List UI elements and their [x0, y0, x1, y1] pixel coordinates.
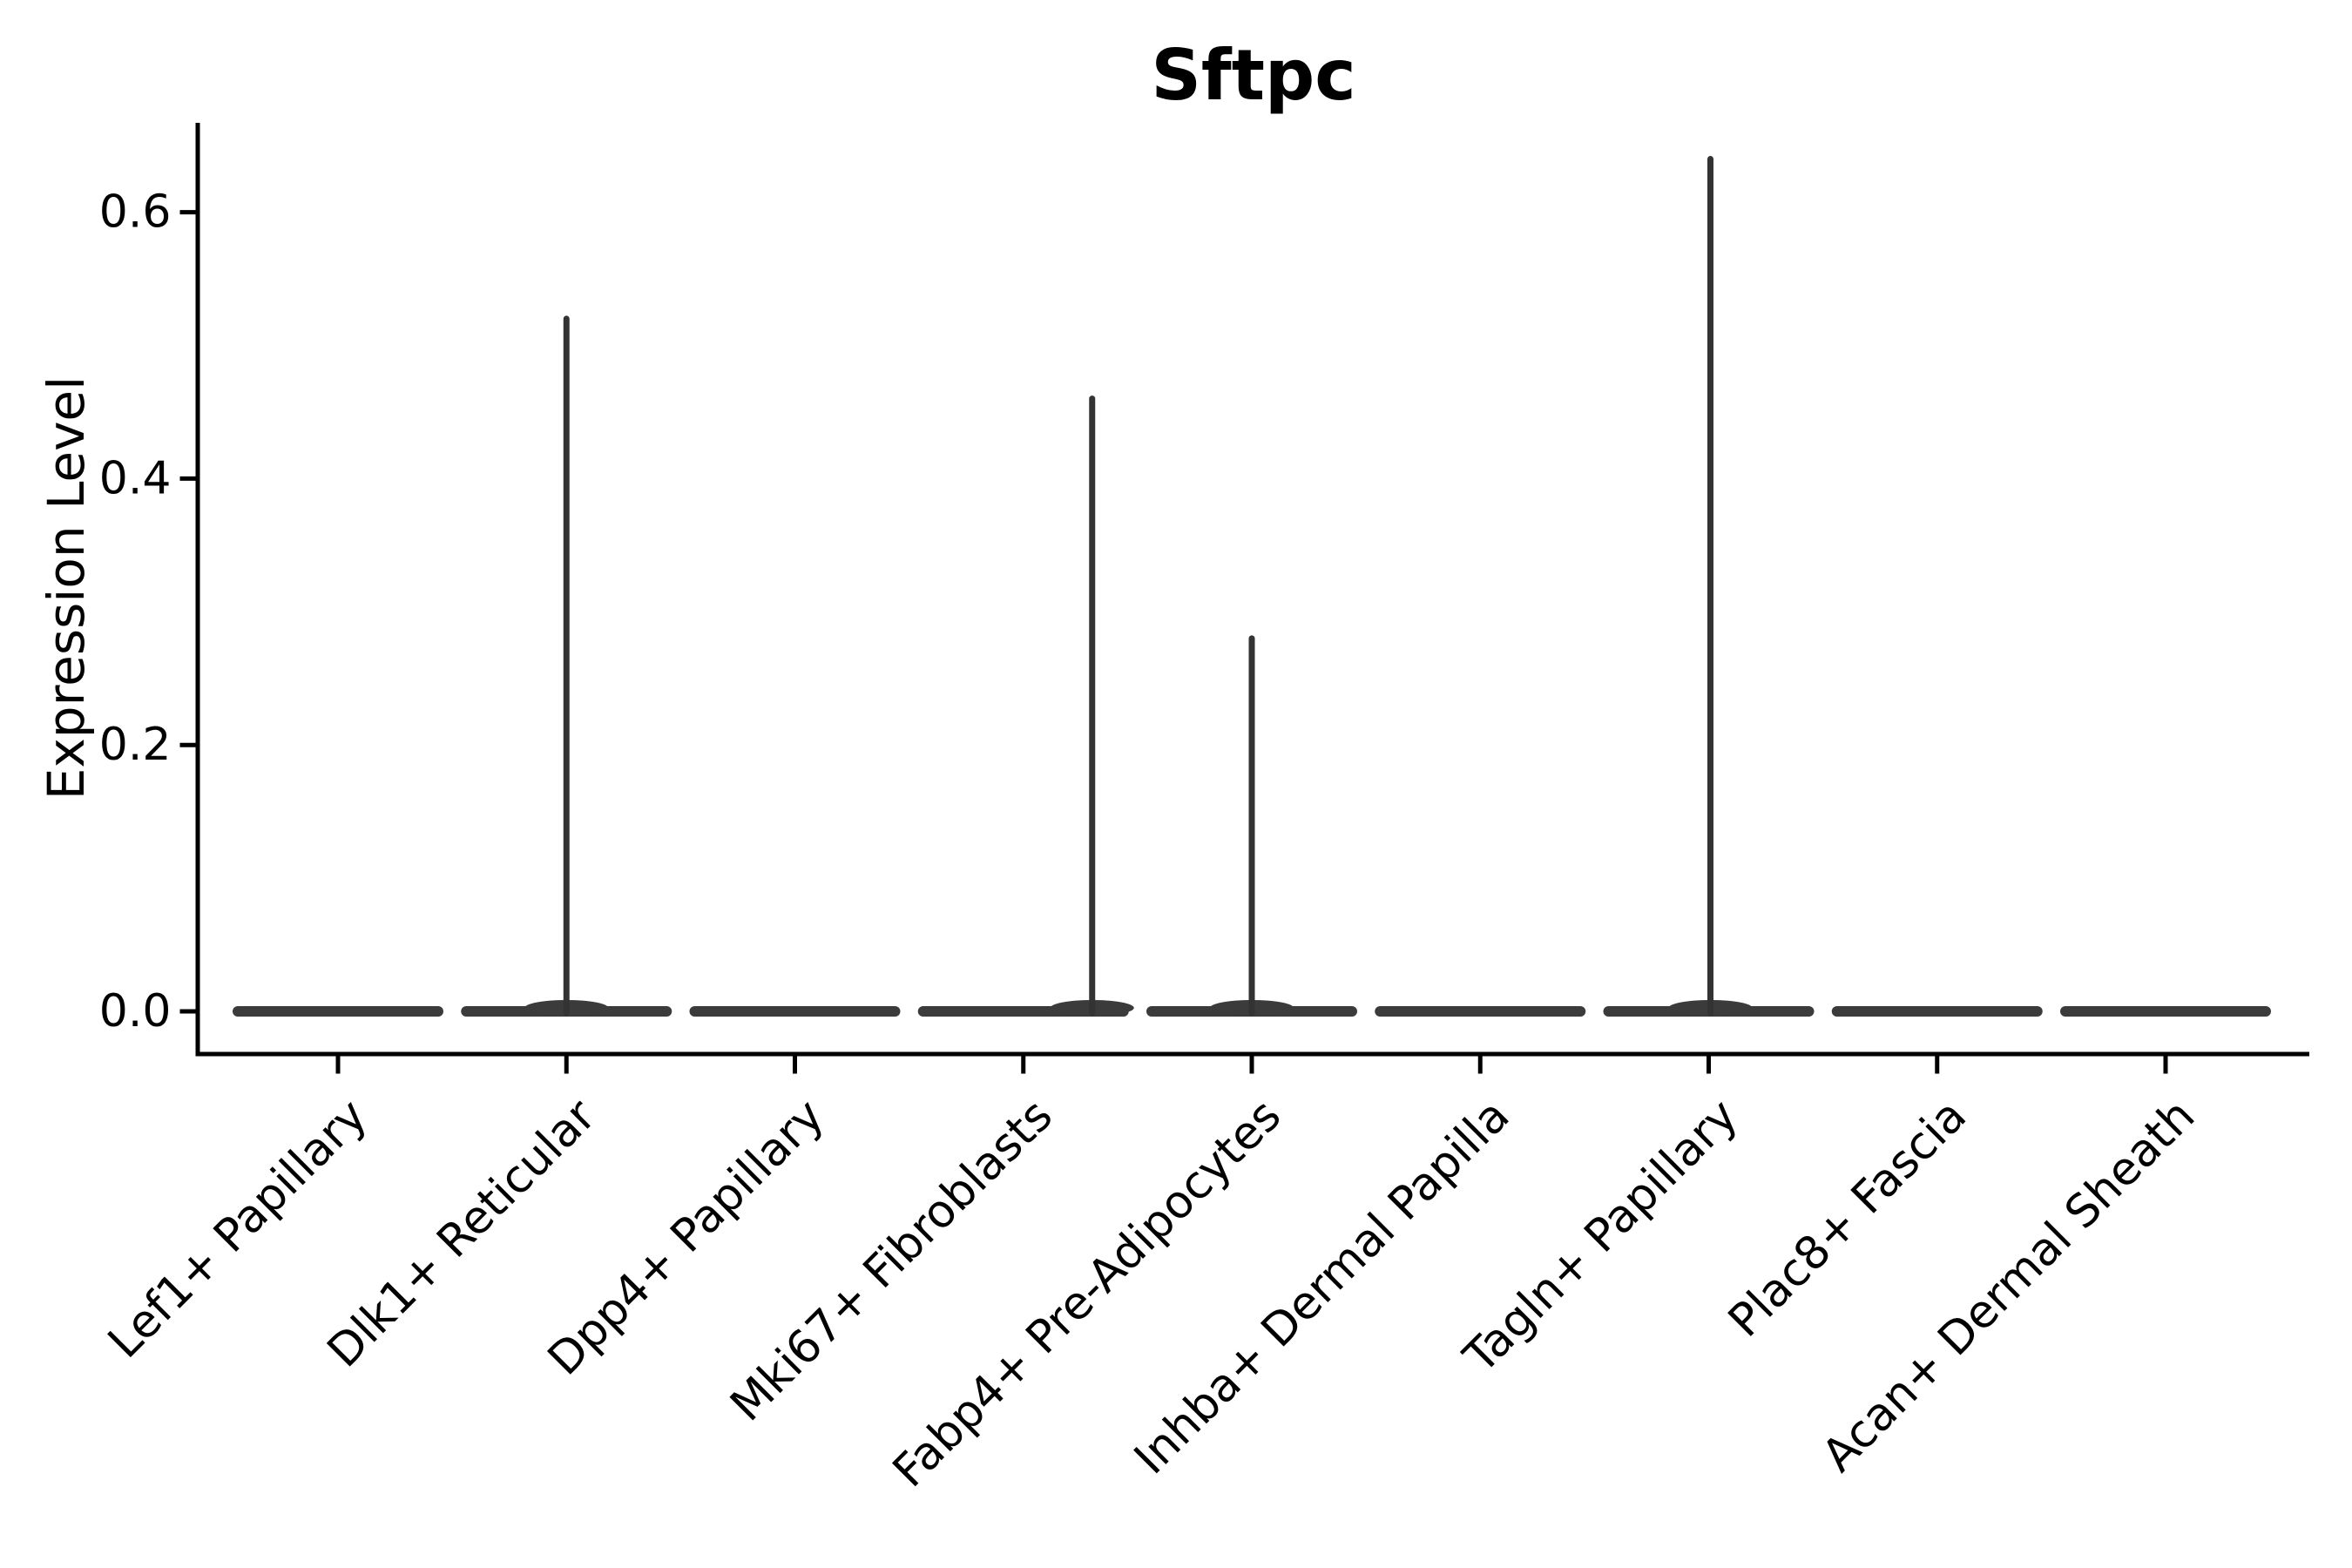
y-tick-label: 0.4 — [99, 452, 172, 504]
y-tick-label: 0.0 — [99, 985, 172, 1037]
chart-title: Sftpc — [1151, 35, 1356, 116]
y-tick-label: 0.2 — [99, 719, 172, 771]
y-tick-label: 0.6 — [99, 186, 172, 239]
violin-body — [233, 1006, 443, 1017]
violin-body — [1375, 1006, 1586, 1017]
violin-body — [1831, 1006, 2043, 1017]
x-tick-label: Inhba+ Dermal Papilla — [1125, 1090, 1519, 1484]
violin-body — [2060, 1006, 2271, 1017]
x-tick-label: Acan+ Dermal Sheath — [1813, 1090, 2206, 1483]
x-tick-label: Plac8+ Fascia — [1719, 1090, 1977, 1348]
violin-body — [689, 1006, 901, 1017]
x-tick-label: Fabp4+ Pre-Adipocytes — [883, 1090, 1291, 1497]
